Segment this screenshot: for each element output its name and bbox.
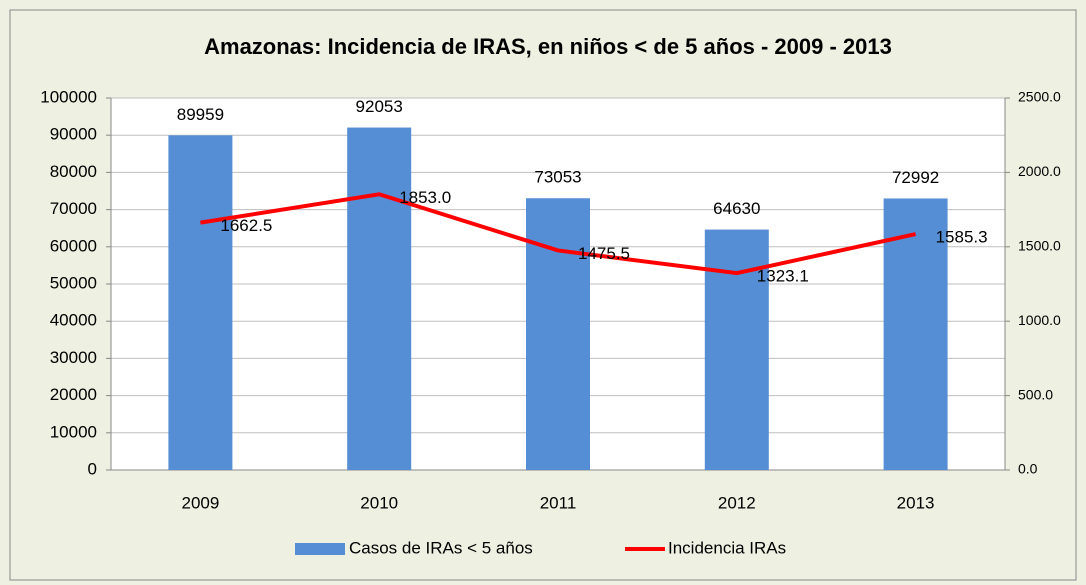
y-tick-label: 50000 [50,273,97,292]
y-tick-label: 100000 [40,87,97,106]
y-tick-label: 90000 [50,125,97,144]
legend-label: Casos de IRAs < 5 años [349,538,533,557]
y2-tick-label: 0.0 [1018,461,1038,477]
bar [883,198,948,470]
bar-value-label: 89959 [177,105,224,124]
line-value-label: 1662.5 [220,216,272,235]
y2-tick-label: 2500.0 [1018,89,1061,105]
y-tick-label: 80000 [50,162,97,181]
line-value-label: 1853.0 [399,188,451,207]
y-tick-label: 10000 [50,422,97,441]
bar [347,127,412,471]
line-value-label: 1475.5 [578,244,630,263]
legend-label: Incidencia IRAs [668,538,786,557]
line-value-label: 1323.1 [757,267,809,286]
y-tick-label: 40000 [50,311,97,330]
bar [526,198,590,470]
y-tick-label: 70000 [50,199,97,218]
x-tick-label: 2013 [897,493,935,512]
bar-value-label: 72992 [892,168,939,187]
x-tick-label: 2012 [718,493,756,512]
bar-value-label: 92053 [356,97,403,116]
bar-value-label: 73053 [534,168,581,187]
chart-title: Amazonas: Incidencia de IRAS, en niños <… [204,34,892,59]
y2-tick-label: 1500.0 [1018,238,1061,254]
bar-value-label: 64630 [713,199,760,218]
x-tick-label: 2009 [181,493,219,512]
chart-border [9,9,1077,581]
y2-tick-label: 500.0 [1018,386,1053,402]
y-tick-label: 0 [88,459,97,478]
bar [168,135,233,470]
y-tick-label: 30000 [50,348,97,367]
y2-tick-label: 1000.0 [1018,312,1061,328]
y-tick-label: 60000 [50,236,97,255]
legend-swatch [295,543,345,555]
x-tick-label: 2010 [360,493,398,512]
line [200,192,917,276]
line-value-label: 1585.3 [936,228,988,247]
y2-tick-label: 2000.0 [1018,163,1061,179]
y-tick-label: 20000 [50,385,97,404]
x-tick-label: 2011 [540,493,577,512]
